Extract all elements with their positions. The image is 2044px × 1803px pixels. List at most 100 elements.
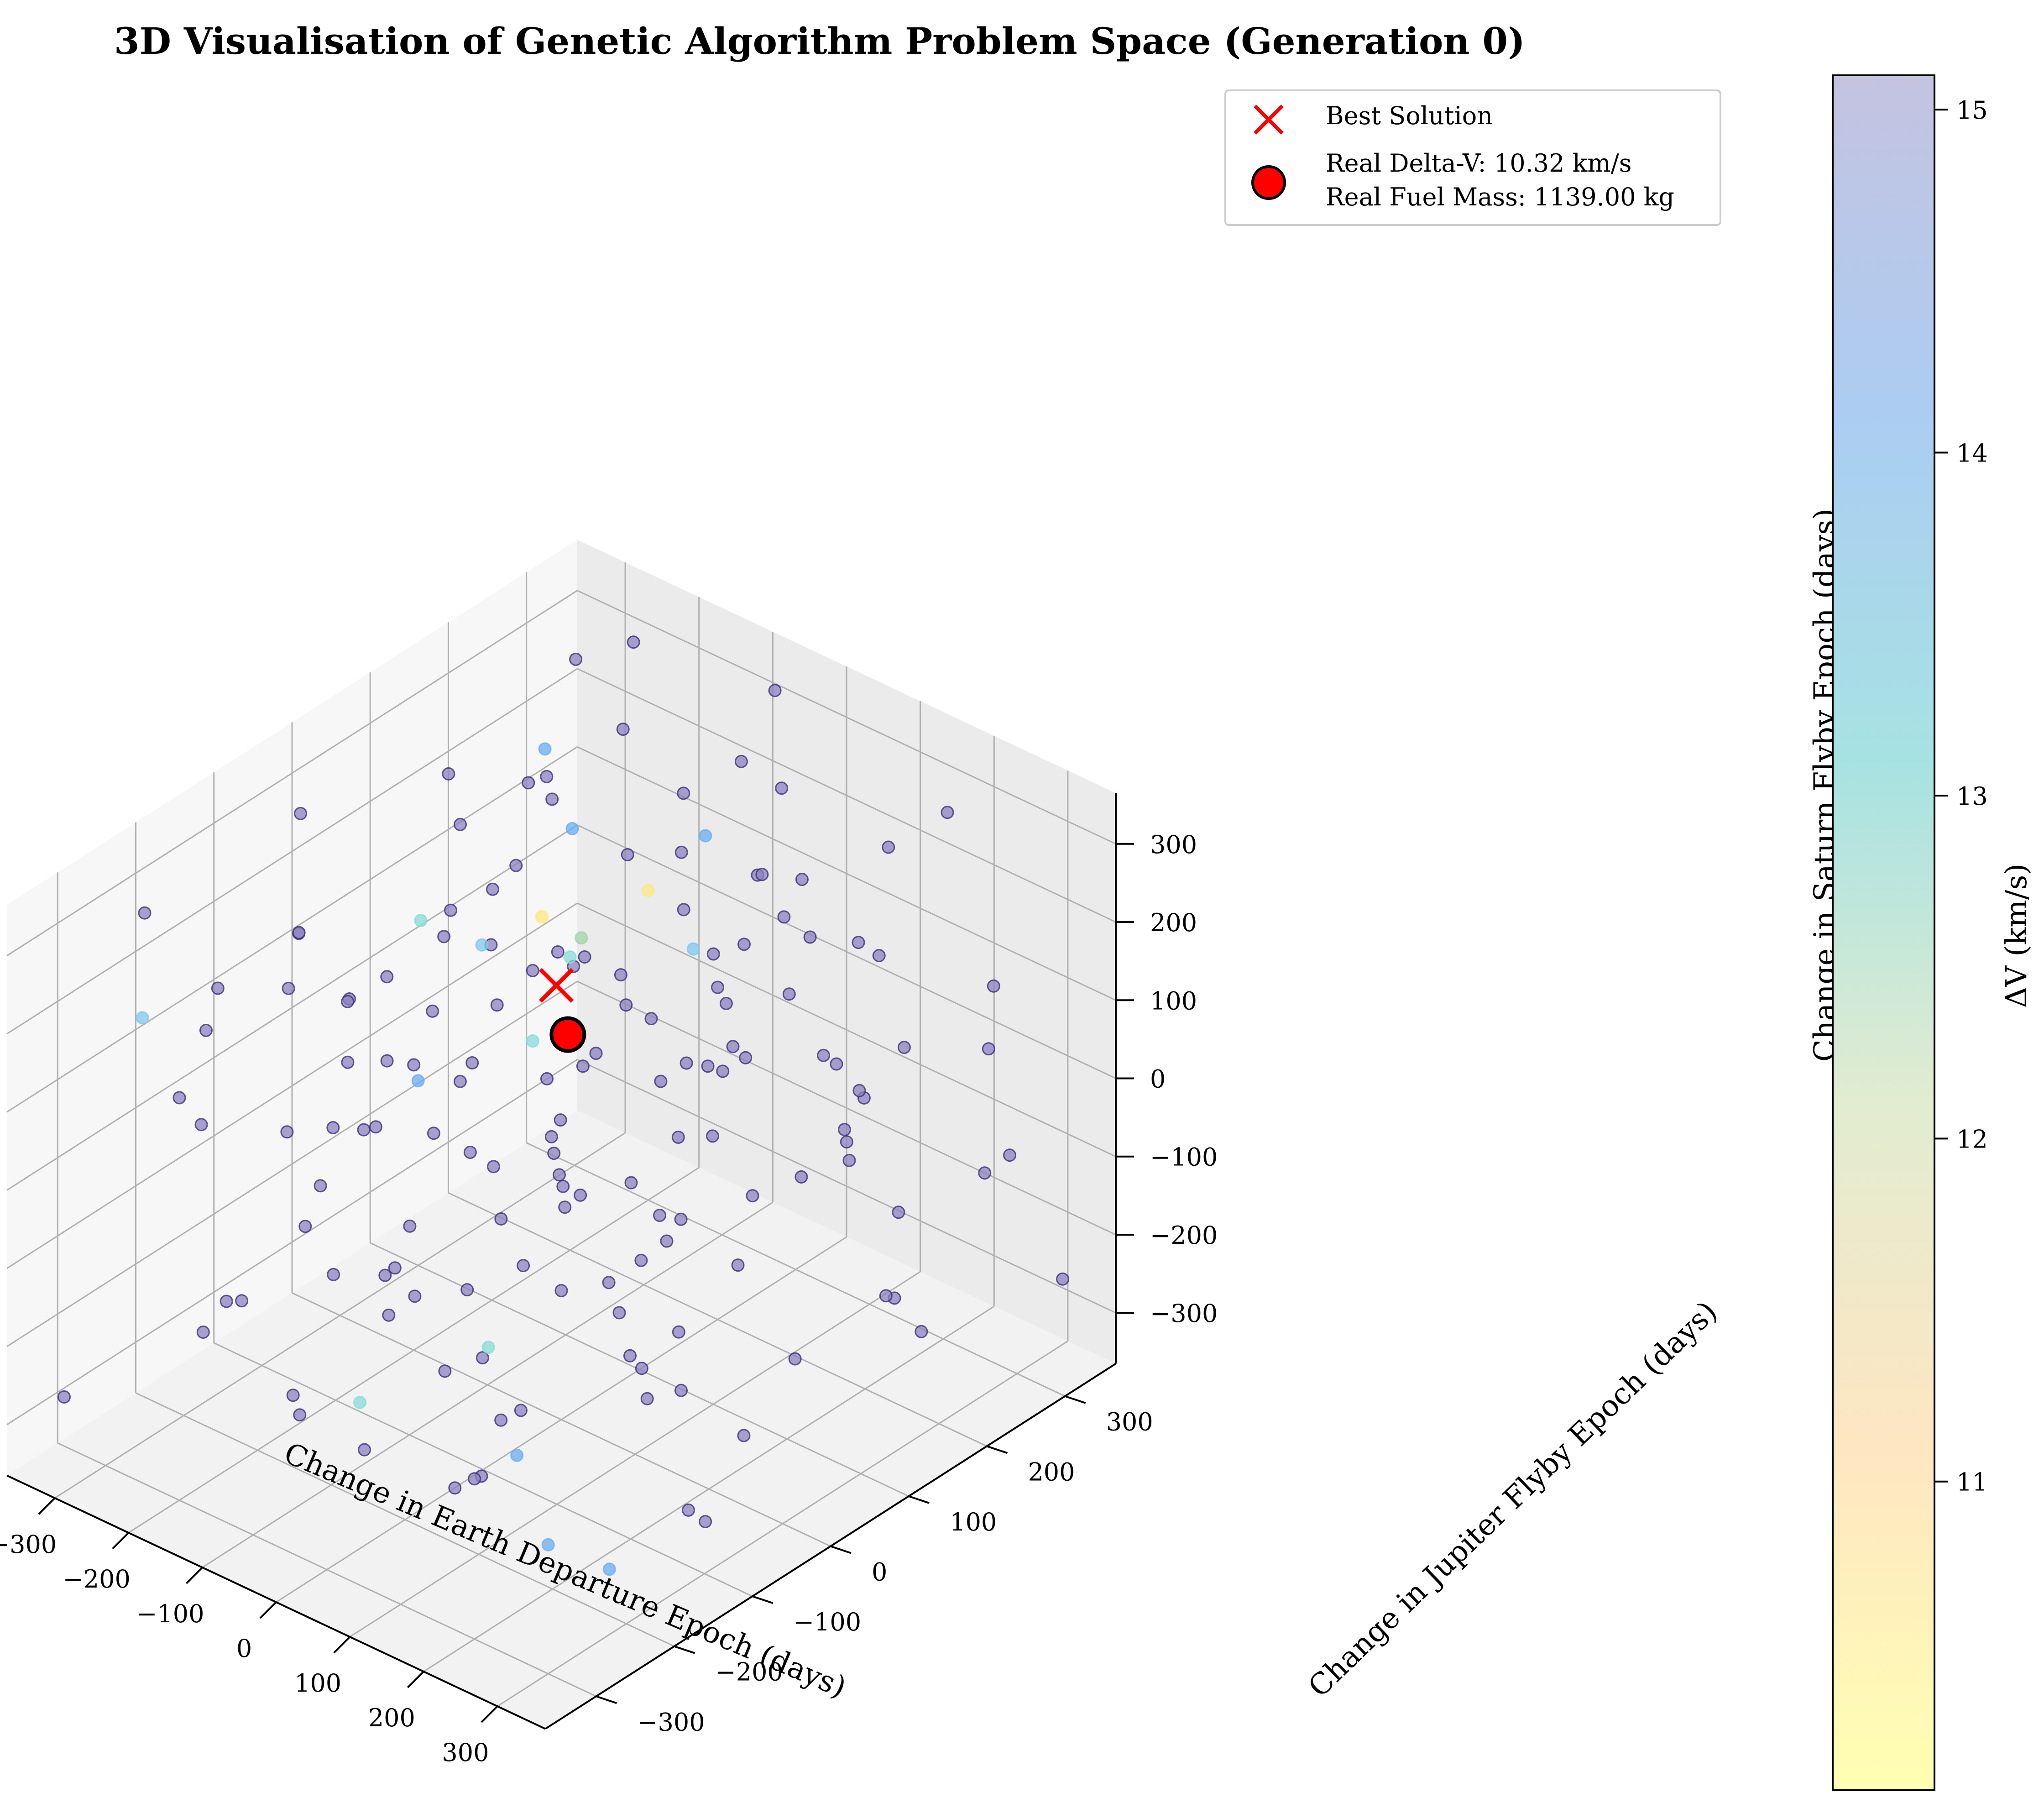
data-point <box>540 1072 554 1085</box>
data-point <box>671 1131 685 1144</box>
data-point <box>892 1205 905 1219</box>
data-point <box>634 1253 648 1267</box>
z-tick-label: −200 <box>1150 1221 1218 1250</box>
data-point <box>1056 1272 1069 1286</box>
data-point <box>879 1289 893 1303</box>
x-tick-mark <box>333 1636 351 1654</box>
x-tick-label: 300 <box>442 1738 489 1767</box>
data-point <box>711 980 724 994</box>
data-point <box>437 930 451 943</box>
data-point <box>682 1503 695 1517</box>
data-point <box>314 1179 327 1193</box>
colorbar: 11 12 13 14 15 ΔV (km/s) <box>1832 74 2034 1791</box>
grid-line-y-floor <box>448 1192 988 1447</box>
data-point <box>677 903 690 917</box>
colorbar-ticks: 11 12 13 14 15 <box>1934 96 1988 1497</box>
data-point <box>199 1023 213 1037</box>
data-point <box>987 979 1000 993</box>
data-point <box>842 1153 856 1167</box>
colorbar-label: ΔV (km/s) <box>2000 864 2034 1008</box>
y-tick-mark <box>1065 1395 1086 1404</box>
data-point <box>777 910 791 924</box>
data-point <box>817 1048 830 1062</box>
data-point <box>535 910 549 923</box>
y-tick-label: 200 <box>1028 1457 1075 1486</box>
data-point <box>654 1074 668 1088</box>
real-solution-marker <box>549 1016 586 1053</box>
data-point <box>547 1147 561 1160</box>
data-point <box>522 776 535 790</box>
data-point <box>526 1034 539 1048</box>
y-tick-mark <box>908 1495 930 1504</box>
z-tick-label: −300 <box>1150 1299 1218 1328</box>
data-point <box>408 1289 422 1303</box>
chart-title: 3D Visualisation of Genetic Algorithm Pr… <box>114 20 1525 63</box>
best-solution-x-stroke <box>538 968 574 1003</box>
data-point <box>882 840 895 854</box>
data-point <box>716 1064 730 1078</box>
data-point <box>378 1268 392 1282</box>
z-tick-label: 200 <box>1150 908 1197 937</box>
x-tick-label: 200 <box>368 1703 415 1732</box>
y-axis-ticks: −300 −200 −100 0 100 200 300 <box>596 1395 1153 1736</box>
data-point <box>494 1413 508 1427</box>
data-point <box>978 1166 992 1180</box>
data-point <box>653 1209 666 1222</box>
grid-line-z-side <box>6 746 578 1113</box>
data-point <box>589 1047 603 1060</box>
data-point <box>699 1515 712 1528</box>
solution-markers <box>538 968 586 1053</box>
data-point <box>627 635 640 649</box>
data-point <box>438 1364 452 1378</box>
y-tick-mark <box>596 1695 617 1704</box>
grid-line-z-back <box>577 746 1116 1001</box>
data-point <box>327 1268 340 1281</box>
data-point <box>453 1074 467 1088</box>
data-point <box>734 755 748 768</box>
x-tick-mark <box>38 1497 56 1515</box>
y-tick-mark <box>752 1595 774 1604</box>
data-point <box>602 1562 616 1576</box>
x-tick-label: −100 <box>136 1599 204 1628</box>
grid-line-z-side <box>6 980 578 1347</box>
data-point <box>514 1404 528 1417</box>
data-point <box>454 818 467 831</box>
data-point <box>173 1091 186 1105</box>
data-point <box>411 1074 425 1088</box>
data-point <box>369 1120 382 1134</box>
data-point <box>788 1352 802 1366</box>
data-point <box>614 968 627 982</box>
y-tick-mark <box>830 1545 852 1554</box>
data-point <box>830 1057 843 1071</box>
data-point <box>468 1472 481 1486</box>
y-tick-label: 300 <box>1106 1408 1153 1436</box>
data-point <box>194 1118 208 1132</box>
data-point <box>481 1341 495 1354</box>
data-point <box>731 1258 745 1272</box>
data-point <box>746 1189 759 1203</box>
data-point <box>220 1295 233 1308</box>
y-axis-label: Change in Jupiter Flyby Epoch (days) <box>1302 1295 1724 1704</box>
data-point <box>341 995 355 1008</box>
data-point <box>293 1408 307 1422</box>
data-point <box>510 1448 524 1462</box>
data-point <box>138 906 152 920</box>
best-solution-x-marker <box>538 968 574 1003</box>
data-point <box>840 1135 853 1149</box>
grid-line-z-back <box>577 824 1116 1079</box>
data-point <box>563 950 577 964</box>
data-point <box>768 684 782 697</box>
data-point <box>852 1084 866 1097</box>
data-point <box>619 998 633 1012</box>
data-point <box>795 1170 808 1184</box>
z-tick-label: 0 <box>1150 1065 1166 1094</box>
data-point <box>941 806 954 819</box>
data-point <box>294 807 307 820</box>
data-point <box>719 996 733 1010</box>
data-point <box>674 1212 688 1226</box>
data-point <box>644 1012 658 1026</box>
data-point <box>357 1123 371 1137</box>
data-point <box>782 987 796 1001</box>
y-tick-label: −100 <box>794 1608 861 1636</box>
